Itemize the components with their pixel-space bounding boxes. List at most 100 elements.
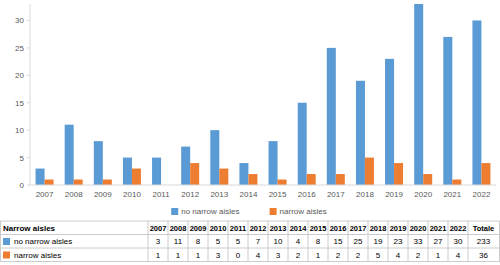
table-value: 27 — [434, 237, 443, 246]
table-total: 36 — [479, 251, 488, 260]
chart: 0510152025302007200820092010201120122013… — [0, 0, 500, 265]
table-rule — [1, 221, 500, 222]
table-year: 2020 — [410, 224, 427, 233]
table-rule — [1, 248, 500, 249]
y-tick — [27, 130, 30, 131]
y-tick-label: 20 — [15, 71, 24, 80]
y-tick — [27, 47, 30, 48]
bar — [443, 37, 452, 185]
table-rule — [348, 221, 349, 262]
bar — [298, 103, 307, 185]
table-rule — [368, 221, 369, 262]
x-tick-label: 2022 — [473, 190, 491, 199]
bar — [307, 174, 316, 185]
x-tick-label: 2016 — [298, 190, 316, 199]
table-value: 1 — [196, 251, 201, 260]
table-rule — [428, 221, 429, 262]
table-year: 2008 — [170, 224, 187, 233]
table-year: 2007 — [150, 224, 167, 233]
table-value: 1 — [156, 251, 161, 260]
bar — [65, 125, 74, 185]
table-value: 7 — [256, 237, 261, 246]
table-value: 5 — [236, 237, 241, 246]
table-rule — [1, 261, 500, 262]
table-rule — [248, 221, 249, 262]
table-year: 2019 — [390, 224, 407, 233]
table-value: 3 — [276, 251, 281, 260]
table-rule — [208, 221, 209, 262]
table-rule — [1, 234, 500, 235]
table-rule — [328, 221, 329, 262]
x-tick-label: 2019 — [385, 190, 403, 199]
table-rule — [499, 221, 500, 262]
table-value: 8 — [316, 237, 321, 246]
table-value: 23 — [394, 237, 403, 246]
bar — [219, 169, 228, 185]
table-header: Narrow aisles — [3, 224, 56, 233]
table-value: 2 — [356, 251, 361, 260]
table-value: 19 — [374, 237, 383, 246]
bar — [452, 180, 461, 185]
table-value: 4 — [396, 251, 401, 260]
bar — [152, 158, 161, 185]
legend-label: narrow aisles — [280, 207, 327, 216]
y-tick-label: 25 — [15, 44, 24, 53]
table-rule — [468, 221, 469, 262]
table-total-header: Totale — [473, 224, 495, 233]
table-value: 2 — [336, 251, 341, 260]
table-value: 5 — [376, 251, 381, 260]
table-rule — [408, 221, 409, 262]
legend-swatch — [171, 208, 178, 215]
bar — [365, 158, 374, 185]
bar — [36, 169, 45, 185]
table-year: 2017 — [350, 224, 367, 233]
bar — [210, 130, 219, 185]
x-tick-label: 2009 — [94, 190, 112, 199]
y-tick-label: 30 — [15, 16, 24, 25]
bar — [472, 20, 481, 185]
table-value: 2 — [296, 251, 301, 260]
table-value: 0 — [236, 251, 241, 260]
bar — [336, 174, 345, 185]
bar — [248, 174, 257, 185]
table-row-label: no narrow aisles — [14, 237, 72, 246]
x-tick-label: 2007 — [36, 190, 54, 199]
bar — [278, 180, 287, 185]
table-value: 8 — [196, 237, 201, 246]
table-value: 11 — [174, 237, 183, 246]
x-tick-label: 2015 — [269, 190, 287, 199]
bar — [132, 169, 141, 185]
bar — [190, 163, 199, 185]
x-tick-label: 2011 — [152, 190, 170, 199]
bar — [327, 48, 336, 185]
y-tick-label: 5 — [20, 154, 25, 163]
bar — [481, 163, 490, 185]
x-tick-label: 2010 — [123, 190, 141, 199]
bar — [123, 158, 132, 185]
x-tick-label: 2013 — [210, 190, 228, 199]
table-rule — [308, 221, 309, 262]
bar — [385, 59, 394, 185]
table-year: 2012 — [250, 224, 267, 233]
table-value: 25 — [354, 237, 363, 246]
bars — [36, 4, 491, 185]
table-swatch — [3, 238, 10, 245]
table-value: 2 — [416, 251, 421, 260]
table-year: 2015 — [310, 224, 327, 233]
y-tick — [27, 102, 30, 103]
table-value: 4 — [456, 251, 461, 260]
table-value: 30 — [454, 237, 463, 246]
y-tick-label: 10 — [15, 126, 24, 135]
bar — [269, 141, 278, 185]
table-total: 233 — [477, 237, 491, 246]
table-value: 1 — [176, 251, 181, 260]
x-tick-label: 2017 — [327, 190, 345, 199]
bar — [181, 147, 190, 185]
bar — [239, 163, 248, 185]
table-value: 33 — [414, 237, 423, 246]
bar — [45, 180, 54, 185]
table-year: 2022 — [450, 224, 467, 233]
bar — [414, 4, 423, 185]
y-tick-label: 0 — [20, 181, 25, 190]
table-swatch — [3, 252, 10, 259]
